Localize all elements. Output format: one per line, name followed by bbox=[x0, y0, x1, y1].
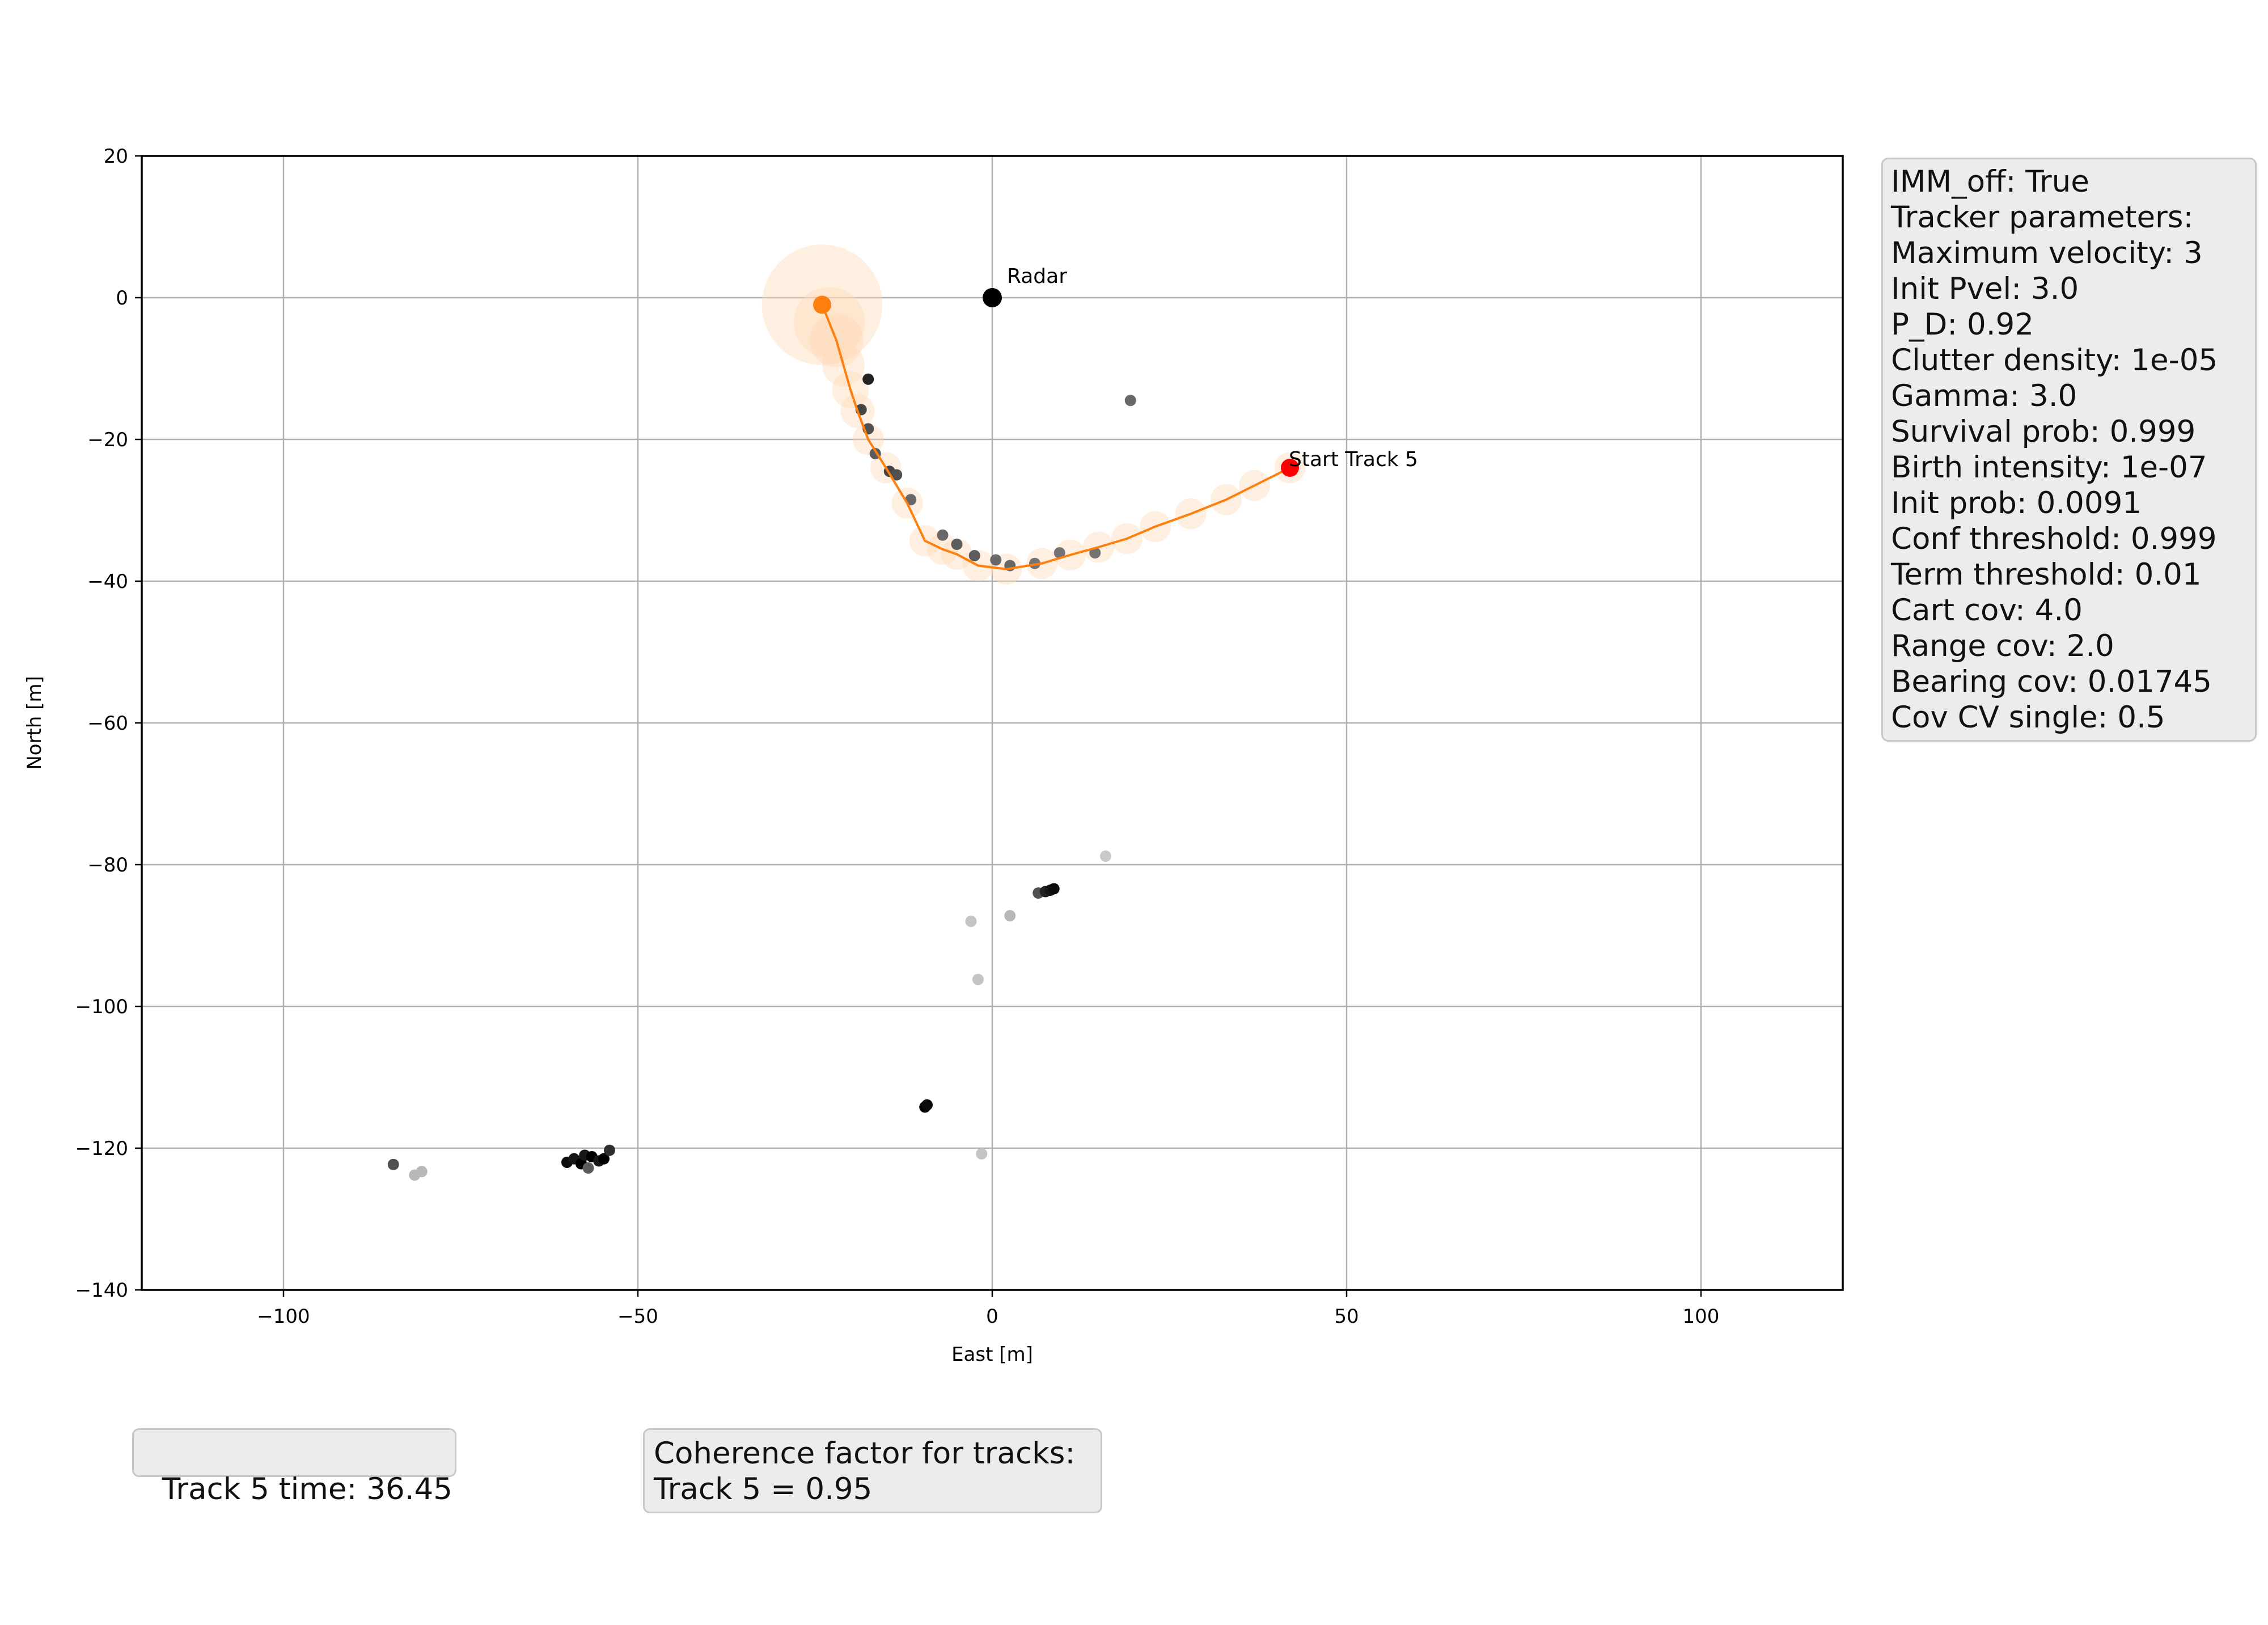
measurement-point bbox=[387, 1158, 399, 1170]
y-tick-label: −140 bbox=[75, 1279, 128, 1302]
measurement-point bbox=[965, 916, 977, 927]
y-tick-label: −40 bbox=[87, 570, 128, 593]
track-end-marker bbox=[813, 295, 831, 314]
y-tick-label: −20 bbox=[87, 429, 128, 451]
y-tick-label: −120 bbox=[75, 1137, 128, 1160]
tracker-parameters-box: IMM_off: True Tracker parameters: Maximum … bbox=[1881, 158, 2257, 742]
y-tick-label: −60 bbox=[87, 712, 128, 735]
x-tick-label: 0 bbox=[986, 1305, 998, 1328]
y-tick-label: 20 bbox=[104, 145, 128, 168]
measurement-point bbox=[1124, 395, 1136, 407]
measurement-point bbox=[951, 539, 963, 550]
track-time-box: Track 5 time: 36.45 bbox=[132, 1428, 456, 1506]
x-tick-label: −100 bbox=[257, 1305, 310, 1328]
y-tick-label: −80 bbox=[87, 854, 128, 877]
annotations: Radar Start Track 5 bbox=[1007, 265, 1418, 471]
tracker-param-line: Init prob: 0.0091 bbox=[1891, 486, 2142, 520]
tracker-param-line: Birth intensity: 1e-07 bbox=[1891, 450, 2207, 485]
radar-marker bbox=[983, 288, 1002, 307]
grid bbox=[142, 155, 1843, 1291]
tracker-param-line: Init Pvel: 3.0 bbox=[1891, 272, 2079, 306]
tracker-param-line: Survival prob: 0.999 bbox=[1891, 414, 2196, 449]
measurement-point bbox=[604, 1144, 615, 1156]
measurement-point bbox=[582, 1162, 594, 1174]
measurement-point bbox=[937, 529, 949, 541]
track-line bbox=[821, 304, 1290, 570]
x-axis-ticks: −100 −50 0 50 100 bbox=[257, 1290, 1719, 1328]
track-start-label: Start Track 5 bbox=[1289, 448, 1418, 471]
tracker-param-line: Tracker parameters: bbox=[1891, 200, 2194, 235]
measurement-point bbox=[976, 1148, 988, 1159]
tracker-param-line: Cov CV single: 0.5 bbox=[1891, 700, 2165, 735]
measurement-point bbox=[1053, 547, 1065, 558]
tracker-param-line: Cart cov: 4.0 bbox=[1891, 593, 2083, 628]
radar-label: Radar bbox=[1007, 265, 1067, 288]
coherence-value: Track 5 = 0.95 bbox=[654, 1472, 873, 1506]
tracker-param-line: Range cov: 2.0 bbox=[1891, 629, 2114, 663]
y-axis-label: North [m] bbox=[23, 676, 46, 770]
coherence-title: Coherence factor for tracks: bbox=[654, 1436, 1076, 1471]
measurement-point bbox=[1048, 883, 1060, 895]
measurement-point bbox=[972, 974, 984, 985]
track-layer bbox=[813, 288, 1299, 570]
tracker-param-line: IMM_off: True bbox=[1891, 164, 2089, 199]
tracker-param-line: Gamma: 3.0 bbox=[1891, 379, 2077, 413]
measurement-point bbox=[598, 1153, 610, 1165]
y-axis-ticks: 20 0 −20 −40 −60 −80 −100 −120 −140 bbox=[75, 145, 142, 1302]
tracker-param-line: Clutter density: 1e-05 bbox=[1891, 343, 2218, 378]
track-start-marker bbox=[1281, 459, 1299, 477]
measurement-point bbox=[990, 554, 1002, 566]
track-time-text: Track 5 time: 36.45 bbox=[162, 1472, 452, 1506]
coherence-box: Coherence factor for tracks: Track 5 = 0… bbox=[643, 1428, 1102, 1513]
measurement-point bbox=[968, 550, 980, 561]
tracker-param-line: P_D: 0.92 bbox=[1891, 307, 2034, 342]
y-tick-label: −100 bbox=[75, 996, 128, 1018]
measurement-point bbox=[891, 469, 903, 481]
measurement-point bbox=[416, 1166, 428, 1178]
tracker-param-line: Maximum velocity: 3 bbox=[1891, 236, 2203, 270]
measurement-point bbox=[1004, 910, 1016, 921]
tracker-param-line: Conf threshold: 0.999 bbox=[1891, 522, 2217, 556]
x-tick-label: 50 bbox=[1334, 1305, 1359, 1328]
covariance-layer bbox=[761, 244, 1306, 585]
x-axis-label: East [m] bbox=[951, 1343, 1033, 1366]
measurement-point bbox=[862, 373, 874, 385]
y-tick-label: 0 bbox=[116, 287, 128, 310]
measurement-point bbox=[921, 1099, 933, 1111]
tracker-param-line: Term threshold: 0.01 bbox=[1891, 557, 2202, 592]
x-tick-label: 100 bbox=[1683, 1305, 1720, 1328]
plot-area bbox=[387, 244, 1306, 1181]
x-tick-label: −50 bbox=[617, 1305, 658, 1328]
tracker-param-line: Bearing cov: 0.01745 bbox=[1891, 665, 2212, 699]
measurement-point bbox=[1100, 850, 1111, 862]
measurement-layer bbox=[387, 373, 1136, 1181]
